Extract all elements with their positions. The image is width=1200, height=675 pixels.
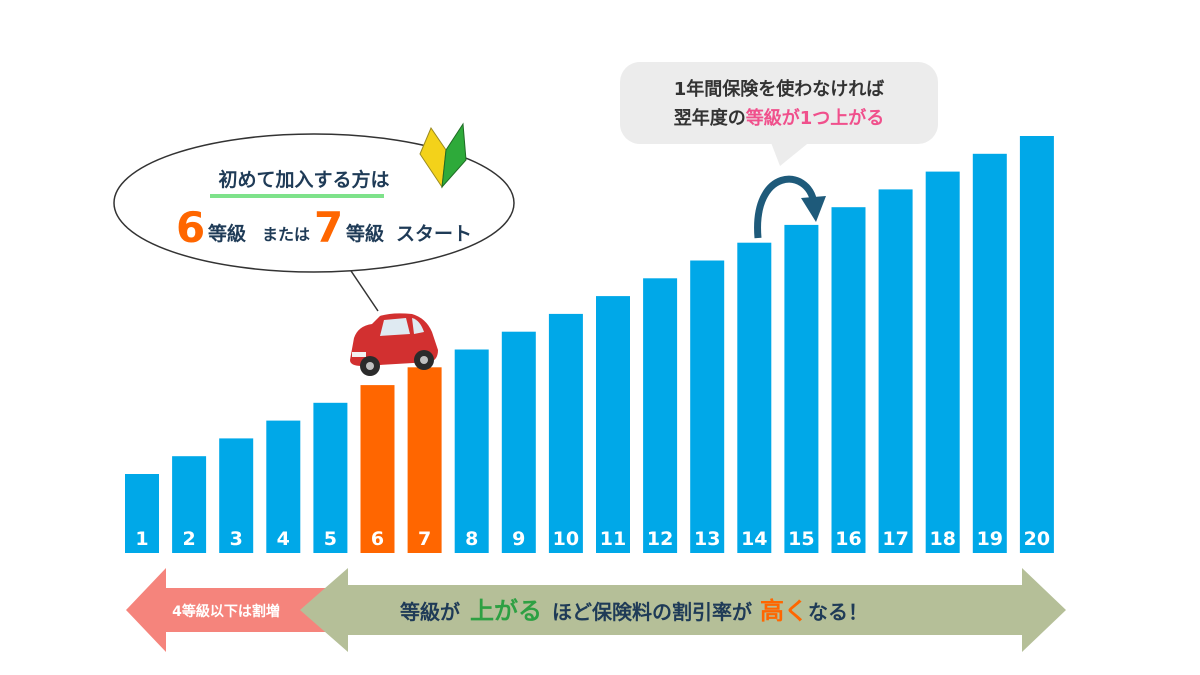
bar-grade-4 xyxy=(266,420,301,553)
bar-label-17: 17 xyxy=(882,528,908,550)
beginner-mark-icon xyxy=(419,122,467,189)
start-tail: スタート xyxy=(396,223,472,245)
bar-label-4: 4 xyxy=(277,528,290,550)
bar-grade-15 xyxy=(784,224,819,553)
bar-label-18: 18 xyxy=(929,528,955,550)
bar-grade-13 xyxy=(690,260,725,553)
bar-label-19: 19 xyxy=(977,528,1003,550)
bar-grade-3 xyxy=(219,438,254,553)
bar-grade-14 xyxy=(737,242,772,553)
right-arrow: 等級が 上がる ほど保険料の割引率が 高くなる！ xyxy=(300,568,1066,652)
info-line2-pre: 翌年度の xyxy=(674,107,746,129)
info-line2: 翌年度の等級が1つ上がる xyxy=(674,107,885,129)
bar-label-3: 3 xyxy=(230,528,243,550)
bar-grade-10 xyxy=(548,313,583,553)
bar-label-1: 1 xyxy=(135,528,148,550)
grade-up-curve-arrow xyxy=(754,175,818,239)
bar-label-12: 12 xyxy=(647,528,673,550)
left-arrow-label: 4等級以下は割増 xyxy=(172,603,280,620)
start-grade-6-unit: 等級 xyxy=(207,222,246,245)
bar-label-5: 5 xyxy=(324,528,337,550)
bar-label-13: 13 xyxy=(694,528,720,550)
start-grade-7-unit: 等級 xyxy=(345,222,384,245)
start-grade-7: 7 xyxy=(314,203,343,252)
right-arrow-pre: 等級が xyxy=(400,600,460,624)
bar-grade-12 xyxy=(643,278,678,553)
bar-label-14: 14 xyxy=(741,528,767,550)
start-bubble: 初めて加入する方は 6 等級 または 7 等級 スタート xyxy=(113,133,515,312)
bar-label-8: 8 xyxy=(465,528,478,550)
right-arrow-high: 高く xyxy=(760,597,808,625)
bar-label-10: 10 xyxy=(553,528,579,550)
start-heading: 初めて加入する方は xyxy=(218,168,389,191)
bar-label-2: 2 xyxy=(182,528,195,550)
bar-label-7: 7 xyxy=(418,528,431,550)
bar-label-20: 20 xyxy=(1024,528,1050,550)
bar-grade-7 xyxy=(407,367,442,553)
bar-grade-17 xyxy=(878,189,913,553)
car-icon xyxy=(350,313,438,376)
right-arrow-up: 上がる xyxy=(470,597,542,625)
bar-label-6: 6 xyxy=(371,528,384,550)
bar-grade-5 xyxy=(313,402,348,553)
bar-label-16: 16 xyxy=(835,528,861,550)
bars-group xyxy=(125,136,1054,554)
left-arrow: 4等級以下は割増 xyxy=(126,568,330,652)
grade-up-arrowhead xyxy=(801,196,826,222)
info-line1: 1年間保険を使わなければ xyxy=(674,78,885,100)
bar-grade-1 xyxy=(125,474,159,553)
bar-grade-2 xyxy=(172,456,207,553)
bar-grade-9 xyxy=(501,331,536,553)
right-arrow-mid: ほど保険料の割引率が xyxy=(552,600,752,624)
bar-grade-16 xyxy=(831,207,866,553)
bar-grade-6 xyxy=(360,385,395,553)
info-bubble: 1年間保険を使わなければ 翌年度の等級が1つ上がる xyxy=(620,62,938,166)
start-conj: または xyxy=(262,225,310,244)
bar-grade-20 xyxy=(1019,136,1054,553)
bar-label-11: 11 xyxy=(600,528,626,550)
bar-grade-11 xyxy=(596,296,630,553)
start-grade-6: 6 xyxy=(176,203,205,252)
bar-grade-18 xyxy=(925,171,960,553)
right-arrow-label: 等級が 上がる ほど保険料の割引率が 高くなる！ xyxy=(400,597,868,625)
bar-grade-19 xyxy=(972,153,1007,554)
bar-label-9: 9 xyxy=(512,528,525,550)
bar-grade-8 xyxy=(454,349,489,553)
info-line2-accent: 等級が1つ上がる xyxy=(746,107,885,129)
bar-label-15: 15 xyxy=(788,528,814,550)
bar-labels-group: 1 2 3 4 5 6 7 8 9 10 11 12 13 14 15 16 17 18 19 20 xyxy=(135,528,1050,550)
right-arrow-post: なる！ xyxy=(808,600,868,624)
